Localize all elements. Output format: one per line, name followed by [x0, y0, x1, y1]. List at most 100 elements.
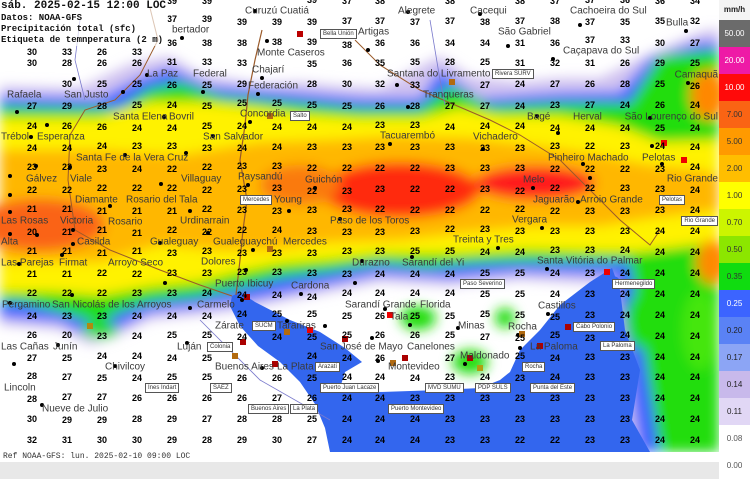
city-label: Durazno [352, 257, 390, 268]
station-marker-icon[interactable] [284, 329, 290, 335]
city-marker-icon [145, 73, 149, 77]
station-marker-icon[interactable] [307, 327, 313, 333]
temperature-label: 23 [444, 163, 456, 173]
station-marker-icon[interactable] [467, 355, 473, 361]
city-marker-icon [35, 233, 39, 237]
station-label[interactable]: Buenos Aires [248, 403, 290, 414]
temperature-label: 22 [409, 184, 421, 194]
temperature-label: 23 [584, 414, 596, 424]
city-marker-icon [253, 9, 257, 13]
temperature-label: 25 [479, 267, 491, 278]
station-marker-icon[interactable] [232, 353, 238, 359]
temperature-label: 28 [306, 79, 318, 89]
station-marker-icon[interactable] [402, 355, 408, 361]
city-label: Rocha [508, 321, 537, 333]
temperature-label: 21 [96, 225, 108, 236]
station-marker-icon[interactable] [449, 79, 455, 85]
city-marker-icon [410, 255, 414, 259]
station-label[interactable]: SAEZ [210, 382, 232, 393]
station-label[interactable]: Colonia [207, 341, 234, 352]
station-marker-icon[interactable] [477, 365, 483, 371]
station-label[interactable]: Rocha [522, 362, 546, 372]
city-marker-icon [246, 183, 250, 187]
city-label: Young [274, 194, 302, 205]
city-label: Cacequi [470, 5, 507, 17]
station-marker-icon[interactable] [267, 246, 273, 252]
temperature-label: 21 [61, 204, 73, 215]
temperature-label: 31 [514, 38, 526, 49]
station-label[interactable]: Salto [290, 111, 310, 121]
city-label: Mercedes [283, 236, 327, 248]
station-marker-icon[interactable] [537, 343, 543, 349]
temperature-label: 27 [271, 392, 283, 403]
temperature-label: 23 [306, 205, 318, 215]
station-marker-icon[interactable] [387, 312, 393, 318]
forecast-datetime: sáb. 2025-02-15 12:00 LOC [1, 0, 167, 12]
station-label[interactable]: La Paloma [600, 341, 635, 351]
station-marker-icon[interactable] [565, 324, 571, 330]
temperature-label: 37 [409, 17, 421, 28]
temperature-label: 24 [26, 310, 38, 321]
station-label[interactable]: Arazatí [315, 362, 341, 372]
city-marker-icon [581, 162, 585, 166]
temperature-label: 23 [619, 205, 631, 216]
temperature-label: 24 [201, 288, 213, 299]
temperature-label: 33 [131, 47, 143, 57]
temperature-label: 39 [166, 0, 178, 6]
city-marker-icon [556, 131, 560, 135]
city-marker-icon [686, 81, 690, 85]
station-marker-icon[interactable] [297, 31, 303, 37]
legend-swatch: 0.70 [719, 209, 750, 236]
station-label[interactable]: Mercedes [240, 194, 273, 205]
station-marker-icon[interactable] [240, 339, 246, 345]
station-marker-icon[interactable] [342, 336, 348, 342]
station-label[interactable]: Hermenegildo [612, 278, 656, 289]
station-label[interactable]: Bella Unión [320, 29, 357, 39]
station-marker-icon[interactable] [244, 294, 250, 300]
station-label[interactable]: Paso Severino [460, 278, 506, 289]
temperature-label: 24 [166, 352, 178, 363]
weather-map[interactable]: 39 39 39 37 38 38 38 37 37 36 36 34 37 39 39 39 39 37 37 37… [0, 0, 719, 452]
temperature-label: 37 [585, 0, 595, 5]
station-label[interactable]: Pelotas [659, 194, 686, 205]
city-marker-icon [188, 306, 192, 310]
city-marker-icon [260, 366, 264, 370]
station-marker-icon[interactable] [267, 113, 273, 119]
temperature-label: 24 [514, 120, 526, 131]
station-label[interactable]: Cabo Polonio [573, 322, 616, 332]
station-label[interactable]: Punta del Este [530, 382, 576, 393]
station-marker-icon[interactable] [272, 361, 278, 367]
station-marker-icon[interactable] [661, 140, 667, 146]
temperature-label: 23 [374, 226, 386, 237]
city-marker-icon [8, 193, 12, 197]
precip-spot-green [686, 395, 714, 445]
temperature-label: 23 [584, 435, 596, 445]
temperature-label: 26 [166, 79, 178, 90]
station-label[interactable]: MVD SUMU [425, 382, 464, 393]
station-marker-icon[interactable] [604, 269, 610, 275]
station-label[interactable]: PDP SULS [475, 382, 511, 393]
city-label: Arroyo Seco [108, 257, 164, 268]
temperature-label: 27 [26, 101, 38, 112]
station-label[interactable]: Puerto Montevideo [388, 403, 445, 414]
station-label[interactable]: Ines Indart [145, 382, 180, 393]
temperature-label: 24 [236, 289, 248, 300]
station-marker-icon[interactable] [519, 331, 525, 337]
station-label[interactable]: Puerto Juan Lacaze [320, 382, 380, 393]
temperature-label: 24 [374, 371, 386, 382]
station-marker-icon[interactable] [390, 360, 396, 366]
temperature-label: 22 [549, 163, 561, 174]
temperature-label: 24 [236, 309, 248, 320]
temperature-label: 24 [341, 371, 353, 382]
station-label[interactable]: Rivera SURV [492, 68, 534, 79]
temperature-label: 23 [584, 393, 596, 403]
temperature-label: 37 [584, 17, 596, 28]
station-label[interactable]: Rio Grande [681, 215, 718, 226]
station-marker-icon[interactable] [87, 323, 93, 329]
station-label[interactable]: La Plata [290, 403, 319, 414]
station-marker-icon[interactable] [681, 157, 687, 163]
city-marker-icon [72, 77, 76, 81]
temperature-label: 23 [479, 223, 491, 234]
temperature-label: 24 [689, 435, 701, 445]
station-label[interactable]: SUCM [252, 320, 276, 331]
